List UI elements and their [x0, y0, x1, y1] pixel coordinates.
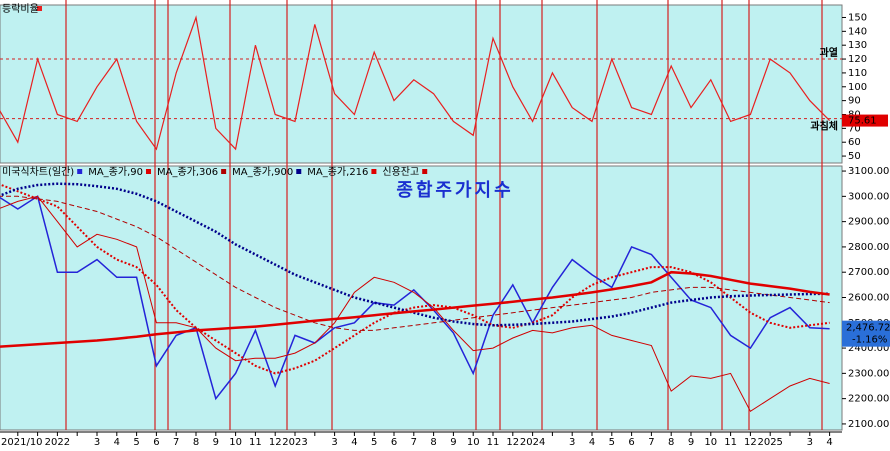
y-tick-label: 3000.00	[848, 191, 889, 202]
legend-label: MA_종가,216	[307, 166, 368, 178]
legend-label: 미국식차트(일간)	[2, 166, 74, 178]
x-tick-label: 3	[807, 437, 813, 448]
legend-swatch	[145, 169, 151, 174]
legend-label: MA_종가,306	[157, 166, 218, 178]
series-line	[0, 15, 831, 151]
x-tick-label: 4	[589, 437, 595, 448]
legend-swatch	[77, 169, 83, 174]
last-value-badge	[842, 114, 888, 127]
y-tick-label: 2800.00	[848, 242, 889, 253]
plot-background	[0, 4, 843, 164]
x-tick-label: 6	[391, 437, 397, 448]
legend-swatch	[371, 169, 377, 174]
x-tick-label: 7	[411, 437, 417, 448]
x-tick-label: 9	[450, 437, 456, 448]
x-tick-label: 9	[688, 437, 694, 448]
x-tick-label: 2023	[282, 437, 307, 448]
chart-title: 종합주가지수	[396, 179, 513, 201]
x-tick-label: 6	[153, 437, 159, 448]
legend-swatch	[296, 169, 302, 174]
y-tick-label: 90	[848, 96, 861, 107]
x-tick-label: 2025	[757, 437, 782, 448]
x-tick-label: 6	[628, 437, 634, 448]
legend-label: MA_종가,900	[232, 166, 293, 178]
x-tick-label: 9	[213, 437, 219, 448]
x-tick-label: 7	[648, 437, 654, 448]
x-tick-label: 4	[351, 437, 357, 448]
x-tick-label: 3	[331, 437, 337, 448]
series-line	[0, 182, 830, 327]
x-tick-label: 11	[249, 437, 262, 448]
legend-swatch	[422, 169, 428, 174]
x-tick-label: 4	[826, 437, 832, 448]
series-line	[0, 183, 830, 375]
x-tick-label: 5	[609, 437, 615, 448]
legend-swatch	[37, 6, 42, 11]
last-value-label: 2,476.72	[846, 323, 890, 334]
x-tick-label: 12	[506, 437, 519, 448]
x-tick-label: 3	[94, 437, 100, 448]
y-tick-label: 2300.00	[848, 368, 889, 379]
y-tick-label: 50	[848, 151, 861, 162]
x-tick-label: 10	[704, 437, 717, 448]
x-tick-label: 2024	[520, 437, 545, 448]
y-tick-label: 100	[848, 82, 867, 93]
y-tick-label: 150	[848, 12, 867, 23]
x-tick-label: 8	[193, 437, 199, 448]
legend-label: MA_종가,90	[88, 166, 143, 178]
y-tick-label: 2100.00	[848, 419, 889, 430]
y-tick-label: 3100.00	[848, 166, 889, 177]
x-tick-label: 8	[668, 437, 674, 448]
x-tick-label: 8	[430, 437, 436, 448]
y-tick-label: 60	[848, 137, 861, 148]
x-tick-label: 2022	[45, 437, 70, 448]
y-tick-label: 2400.00	[848, 343, 889, 354]
y-tick-label: 2600.00	[848, 292, 889, 303]
x-tick-label: 10	[229, 437, 242, 448]
series-line	[0, 195, 830, 413]
x-tick-label: 11	[487, 437, 500, 448]
reference-label: 과침체	[810, 120, 838, 133]
signal-lines	[65, 0, 823, 430]
change-label: -1.16%	[852, 335, 887, 346]
x-tick-label: 3	[569, 437, 575, 448]
x-tick-label: 12	[269, 437, 282, 448]
series-line	[0, 270, 830, 348]
x-tick-label: 10	[467, 437, 480, 448]
x-tick-label: 12	[744, 437, 757, 448]
y-tick-label: 130	[848, 40, 867, 51]
x-tick-label: 5	[133, 437, 139, 448]
reference-label: 과열	[820, 46, 838, 59]
y-tick-label: 2200.00	[848, 394, 889, 405]
y-tick-label: 120	[848, 54, 867, 65]
x-tick-label: 2021/10	[1, 437, 43, 448]
x-tick-label: 5	[371, 437, 377, 448]
x-tick-label: 11	[724, 437, 737, 448]
last-value-badge	[842, 320, 890, 347]
legend-label: 등락비율	[2, 3, 39, 15]
y-tick-label: 70	[848, 123, 861, 134]
legend-swatch	[221, 169, 227, 174]
y-tick-label: 2700.00	[848, 267, 889, 278]
y-tick-label: 110	[848, 68, 867, 79]
x-tick-label: 4	[114, 437, 120, 448]
x-tick-label: 7	[173, 437, 179, 448]
last-value-label: 75.61	[848, 116, 877, 127]
legend-label: 신용잔고	[382, 166, 419, 178]
y-tick-label: 2900.00	[848, 217, 889, 228]
y-tick-label: 140	[848, 26, 867, 37]
